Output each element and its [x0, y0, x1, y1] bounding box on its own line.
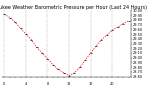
Text: 0: 0: [3, 82, 5, 86]
Title: Milwaukee Weather Barometric Pressure per Hour (Last 24 Hours): Milwaukee Weather Barometric Pressure pe…: [0, 5, 147, 10]
Text: 12: 12: [67, 82, 71, 86]
Text: 4: 4: [25, 82, 27, 86]
Text: 8: 8: [46, 82, 49, 86]
Text: 16: 16: [88, 82, 93, 86]
Text: 20: 20: [110, 82, 115, 86]
